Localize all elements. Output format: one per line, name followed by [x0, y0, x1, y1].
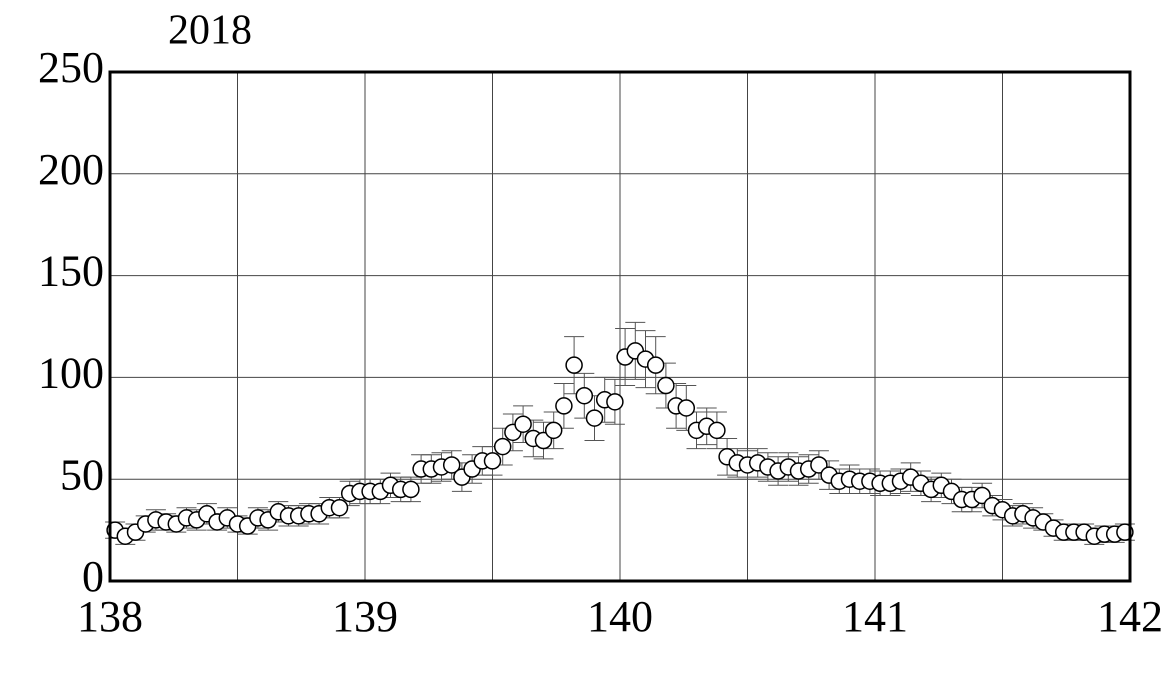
marker: [646, 356, 665, 374]
marker: [493, 437, 512, 456]
marker: [606, 393, 624, 411]
y-tick-label: 250: [38, 43, 104, 92]
chart-title: 2018: [168, 8, 252, 54]
marker: [810, 456, 828, 474]
marker: [330, 498, 349, 517]
marker: [585, 409, 604, 427]
marker: [657, 376, 675, 395]
y-tick-label: 100: [38, 348, 104, 397]
marker: [555, 397, 573, 415]
marker: [544, 421, 563, 440]
marker: [575, 386, 594, 405]
x-tick-label: 140: [587, 592, 653, 641]
marker: [708, 421, 726, 440]
marker: [514, 415, 532, 433]
y-tick-label: 200: [38, 145, 104, 194]
plot-frame: [108, 70, 1132, 583]
y-tick-label: 0: [82, 552, 104, 601]
marker: [442, 456, 461, 474]
y-tick-label: 50: [60, 450, 104, 499]
marker: [677, 399, 696, 417]
marker: [534, 431, 553, 450]
x-tick-label: 138: [77, 592, 143, 641]
marker: [565, 356, 583, 374]
marker: [483, 452, 502, 470]
x-tick-label: 139: [332, 592, 398, 641]
marker: [973, 486, 991, 505]
marker: [402, 480, 420, 499]
x-tick-label: 141: [842, 592, 908, 641]
y-tick-label: 150: [38, 247, 104, 296]
x-tick-label: 142: [1097, 592, 1163, 641]
